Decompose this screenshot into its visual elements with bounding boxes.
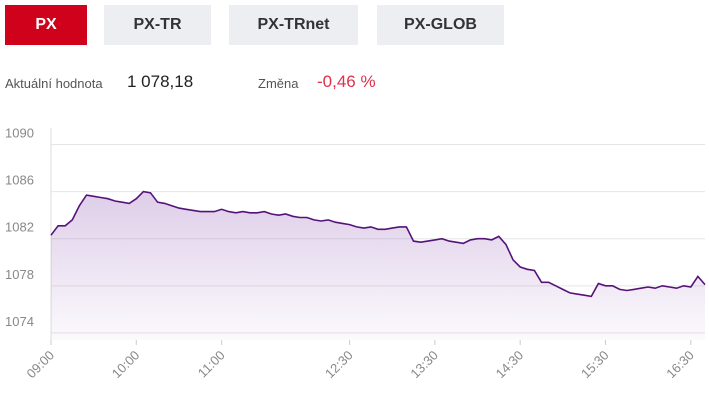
x-tick-label: 09:00 [24,348,58,382]
x-tick-label: 10:00 [109,348,143,382]
tab[interactable]: PX [5,5,87,45]
x-tick-label: 13:30 [407,348,441,382]
tab[interactable]: PX-TRnet [229,5,358,45]
y-tick-label: 1082 [5,220,34,235]
y-tick-label: 1090 [5,125,34,140]
y-tick-label: 1086 [5,173,34,188]
value-label: Aktuální hodnota [5,76,103,91]
y-tick-label: 1078 [5,267,34,282]
x-tick-label: 15:30 [578,348,612,382]
tab[interactable]: PX-GLOB [377,5,504,45]
change-label: Změna [258,76,299,91]
x-tick-label: 11:00 [195,348,228,381]
change: -0,46 % [317,72,376,91]
y-tick-label: 1074 [5,314,34,329]
x-tick-label: 16:30 [663,348,697,382]
value: 1 078,18 [127,72,194,91]
x-tick-label: 14:30 [493,348,527,382]
tab[interactable]: PX-TR [104,5,211,45]
line [50,190,706,298]
x-tick-label: 12:30 [322,348,356,382]
area [51,191,705,340]
